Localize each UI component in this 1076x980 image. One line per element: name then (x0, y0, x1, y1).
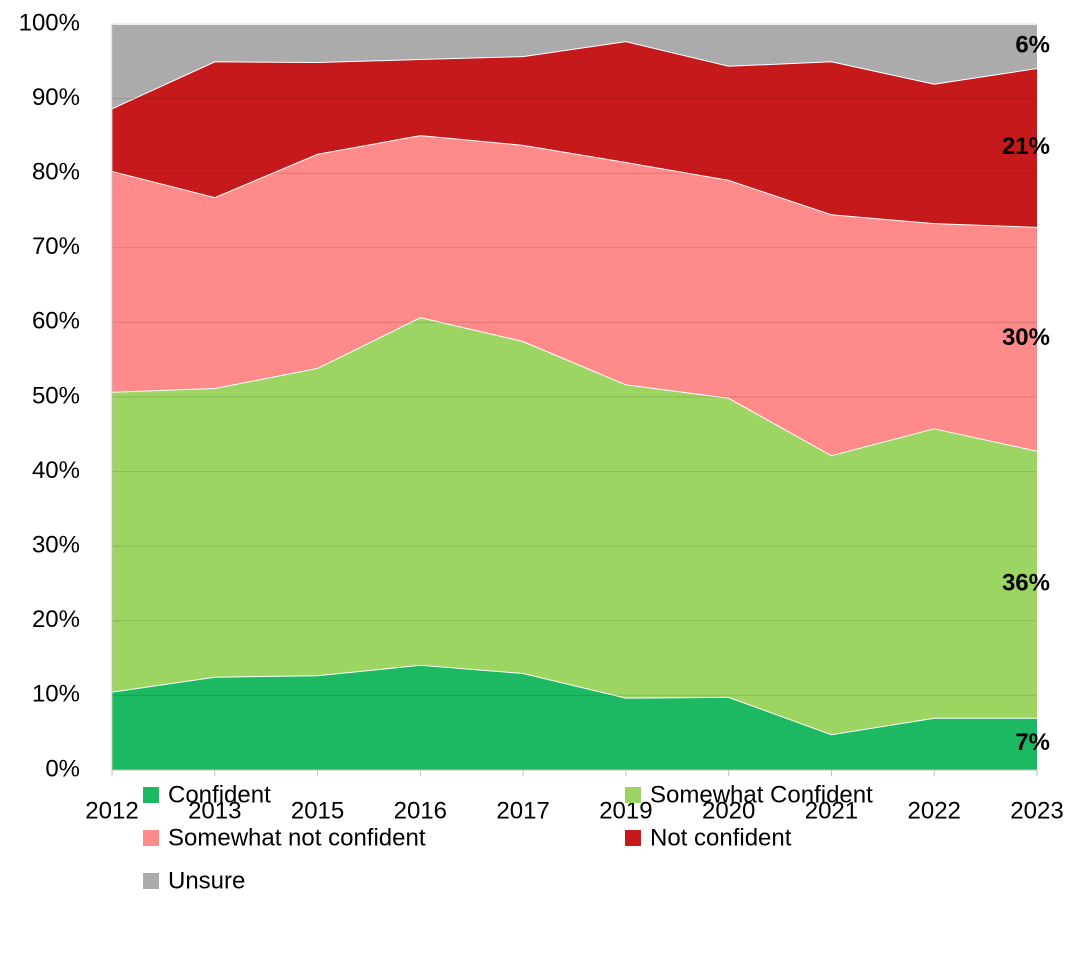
legend-swatch (625, 830, 641, 846)
data-label: 21% (1002, 133, 1050, 160)
legend-swatch (143, 830, 159, 846)
x-tick-label: 2015 (291, 797, 344, 824)
area (112, 664, 1037, 770)
y-tick-label: 0% (45, 755, 80, 782)
legend-swatch (625, 787, 641, 803)
x-tick-label: 2016 (394, 797, 447, 824)
y-tick-label: 40% (32, 457, 80, 484)
legend-label: Somewhat Confident (650, 781, 873, 808)
y-tick-label: 100% (19, 9, 80, 36)
x-tick-label: 2021 (805, 797, 858, 824)
legend-label: Somewhat not confident (168, 824, 426, 851)
legend-label: Unsure (168, 867, 245, 894)
y-tick-label: 10% (32, 681, 80, 708)
x-tick-label: 2017 (496, 797, 549, 824)
legend-label: Confident (168, 781, 271, 808)
area (112, 24, 1037, 109)
data-label: 6% (1015, 31, 1050, 58)
area (112, 41, 1037, 227)
legend-swatch (143, 787, 159, 803)
legend-swatch (143, 873, 159, 889)
y-tick-label: 60% (32, 308, 80, 335)
area (112, 135, 1037, 456)
x-tick-label: 2012 (85, 797, 138, 824)
x-tick-label: 2020 (702, 797, 755, 824)
y-tick-label: 80% (32, 159, 80, 186)
legend-label: Not confident (650, 824, 792, 851)
y-tick-label: 30% (32, 532, 80, 559)
data-label: 36% (1002, 570, 1050, 597)
data-label: 30% (1002, 324, 1050, 351)
y-tick-label: 20% (32, 606, 80, 633)
y-tick-label: 50% (32, 382, 80, 409)
data-label: 7% (1015, 729, 1050, 756)
x-tick-label: 2023 (1010, 797, 1063, 824)
y-tick-label: 70% (32, 233, 80, 260)
x-tick-label: 2013 (188, 797, 241, 824)
x-tick-label: 2022 (908, 797, 961, 824)
area (112, 317, 1037, 735)
y-tick-label: 90% (32, 84, 80, 111)
